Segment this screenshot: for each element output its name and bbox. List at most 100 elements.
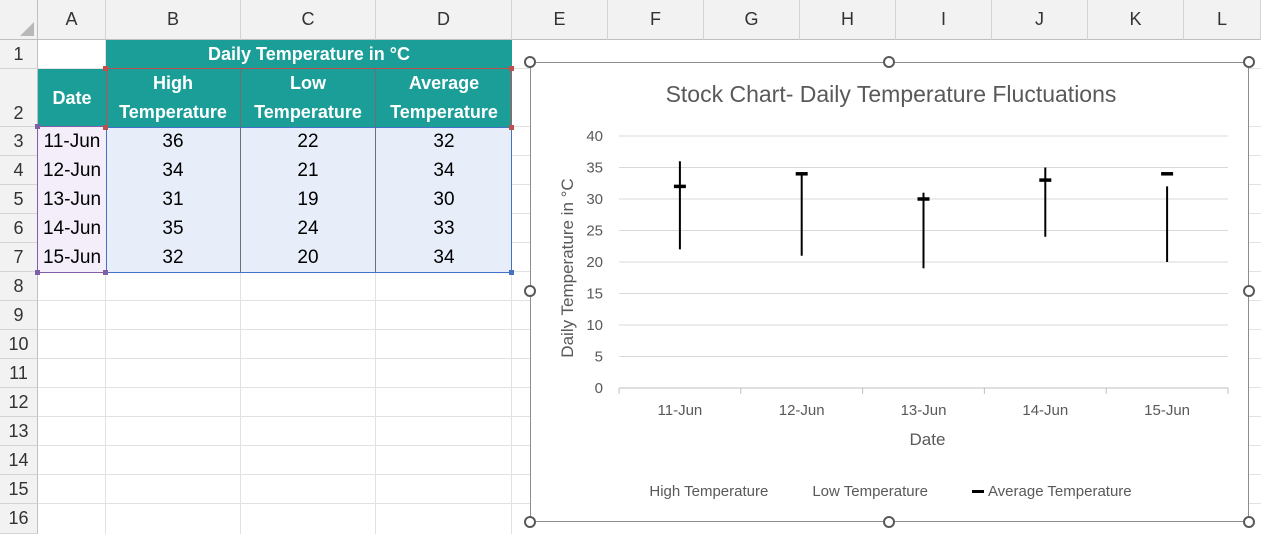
chart-resize-handle[interactable] (883, 56, 895, 68)
high-cell[interactable]: 36 (106, 127, 241, 156)
column-header-b[interactable]: B (106, 0, 241, 40)
stock-chart[interactable]: Stock Chart- Daily Temperature Fluctuati… (530, 62, 1249, 522)
low-cell[interactable]: 19 (241, 185, 376, 214)
header-line-1: Average (408, 73, 480, 93)
column-header-e[interactable]: E (512, 0, 608, 40)
high-cell[interactable]: 34 (106, 156, 241, 185)
chart-resize-handle[interactable] (883, 516, 895, 528)
date-cell[interactable]: 13-Jun (38, 185, 106, 214)
date-cell[interactable]: 15-Jun (38, 243, 106, 272)
row-header-14[interactable]: 14 (0, 446, 38, 475)
x-tick-label: 13-Jun (901, 402, 947, 419)
range-handle[interactable] (103, 270, 108, 275)
chart-resize-handle[interactable] (524, 516, 536, 528)
average-temperature-header[interactable]: Average Temperature (376, 69, 512, 127)
row-header-7[interactable]: 7 (0, 243, 38, 272)
column-header-k[interactable]: K (1088, 0, 1184, 40)
avg-cell[interactable]: 34 (376, 243, 512, 272)
range-handle[interactable] (509, 270, 514, 275)
low-cell[interactable]: 22 (241, 127, 376, 156)
row-header-12[interactable]: 12 (0, 388, 38, 417)
high-temperature-header[interactable]: High Temperature (106, 69, 241, 127)
column-header-l[interactable]: L (1184, 0, 1261, 40)
chart-resize-handle[interactable] (524, 56, 536, 68)
high-cell[interactable]: 32 (106, 243, 241, 272)
avg-cell[interactable]: 33 (376, 214, 512, 243)
date-header[interactable]: Date (38, 69, 106, 127)
row-header-2[interactable]: 2 (0, 69, 38, 127)
column-header-g[interactable]: G (704, 0, 800, 40)
date-cell[interactable]: 14-Jun (38, 214, 106, 243)
column-header-a[interactable]: A (38, 0, 106, 40)
date-cell[interactable]: 11-Jun (38, 127, 106, 156)
row-header-3[interactable]: 3 (0, 127, 38, 156)
avg-cell[interactable]: 32 (376, 127, 512, 156)
range-handle[interactable] (103, 66, 108, 71)
low-cell[interactable]: 21 (241, 156, 376, 185)
low-temperature-header[interactable]: Low Temperature (241, 69, 376, 127)
chart-resize-handle[interactable] (1243, 56, 1255, 68)
column-header-h[interactable]: H (800, 0, 896, 40)
y-tick-label: 15 (586, 286, 603, 303)
select-all-corner[interactable] (0, 0, 38, 40)
column-header-j[interactable]: J (992, 0, 1088, 40)
legend-label-low: Low Temperature (812, 483, 928, 500)
row-header-6[interactable]: 6 (0, 214, 38, 243)
column-header-d[interactable]: D (376, 0, 512, 40)
gridline (105, 40, 106, 534)
chart-resize-handle[interactable] (1243, 516, 1255, 528)
row-header-15[interactable]: 15 (0, 475, 38, 504)
chart-legend[interactable]: High Temperature Low Temperature Average… (531, 483, 1250, 500)
range-handle[interactable] (35, 124, 40, 129)
header-line-2: Temperature (390, 102, 498, 122)
avg-cell[interactable]: 30 (376, 185, 512, 214)
x-tick-label: 15-Jun (1144, 402, 1190, 419)
table-title[interactable]: Daily Temperature in °C (106, 40, 512, 69)
high-cell[interactable]: 31 (106, 185, 241, 214)
legend-item-average[interactable]: Average Temperature (971, 483, 1132, 500)
range-handle[interactable] (509, 66, 514, 71)
legend-label-high: High Temperature (649, 483, 769, 500)
column-header-c[interactable]: C (241, 0, 376, 40)
row-header-8[interactable]: 8 (0, 272, 38, 301)
x-axis-title: Date (910, 430, 946, 449)
chart-resize-handle[interactable] (1243, 285, 1255, 297)
x-tick-label: 12-Jun (779, 402, 825, 419)
y-tick-label: 5 (595, 349, 603, 366)
row-header-1[interactable]: 1 (0, 40, 38, 69)
column-header-i[interactable]: I (896, 0, 992, 40)
row-header-10[interactable]: 10 (0, 330, 38, 359)
gridline (375, 40, 376, 534)
avg-cell[interactable]: 34 (376, 156, 512, 185)
header-line-2: Temperature (119, 102, 227, 122)
date-cell[interactable]: 12-Jun (38, 156, 106, 185)
range-handle[interactable] (103, 125, 108, 130)
row-header-4[interactable]: 4 (0, 156, 38, 185)
y-tick-label: 10 (586, 317, 603, 334)
row-header-11[interactable]: 11 (0, 359, 38, 388)
y-tick-label: 0 (595, 380, 603, 397)
row-header-16[interactable]: 16 (0, 504, 38, 534)
chart-resize-handle[interactable] (524, 285, 536, 297)
legend-item-high[interactable]: High Temperature (649, 483, 768, 500)
gridline (511, 40, 512, 534)
x-tick-label: 14-Jun (1022, 402, 1068, 419)
low-cell[interactable]: 20 (241, 243, 376, 272)
range-handle[interactable] (35, 270, 40, 275)
average-marker-icon (971, 490, 984, 493)
y-tick-label: 25 (586, 223, 603, 240)
gridline (240, 40, 241, 534)
legend-label-average: Average Temperature (987, 483, 1132, 500)
row-header-5[interactable]: 5 (0, 185, 38, 214)
y-tick-label: 35 (586, 160, 603, 177)
legend-item-low[interactable]: Low Temperature (812, 483, 928, 500)
range-handle[interactable] (509, 125, 514, 130)
y-axis-title: Daily Temperature in °C (558, 178, 577, 357)
low-cell[interactable]: 24 (241, 214, 376, 243)
row-header-13[interactable]: 13 (0, 417, 38, 446)
column-header-f[interactable]: F (608, 0, 704, 40)
row-header-9[interactable]: 9 (0, 301, 38, 330)
y-tick-label: 40 (586, 128, 603, 145)
high-cell[interactable]: 35 (106, 214, 241, 243)
